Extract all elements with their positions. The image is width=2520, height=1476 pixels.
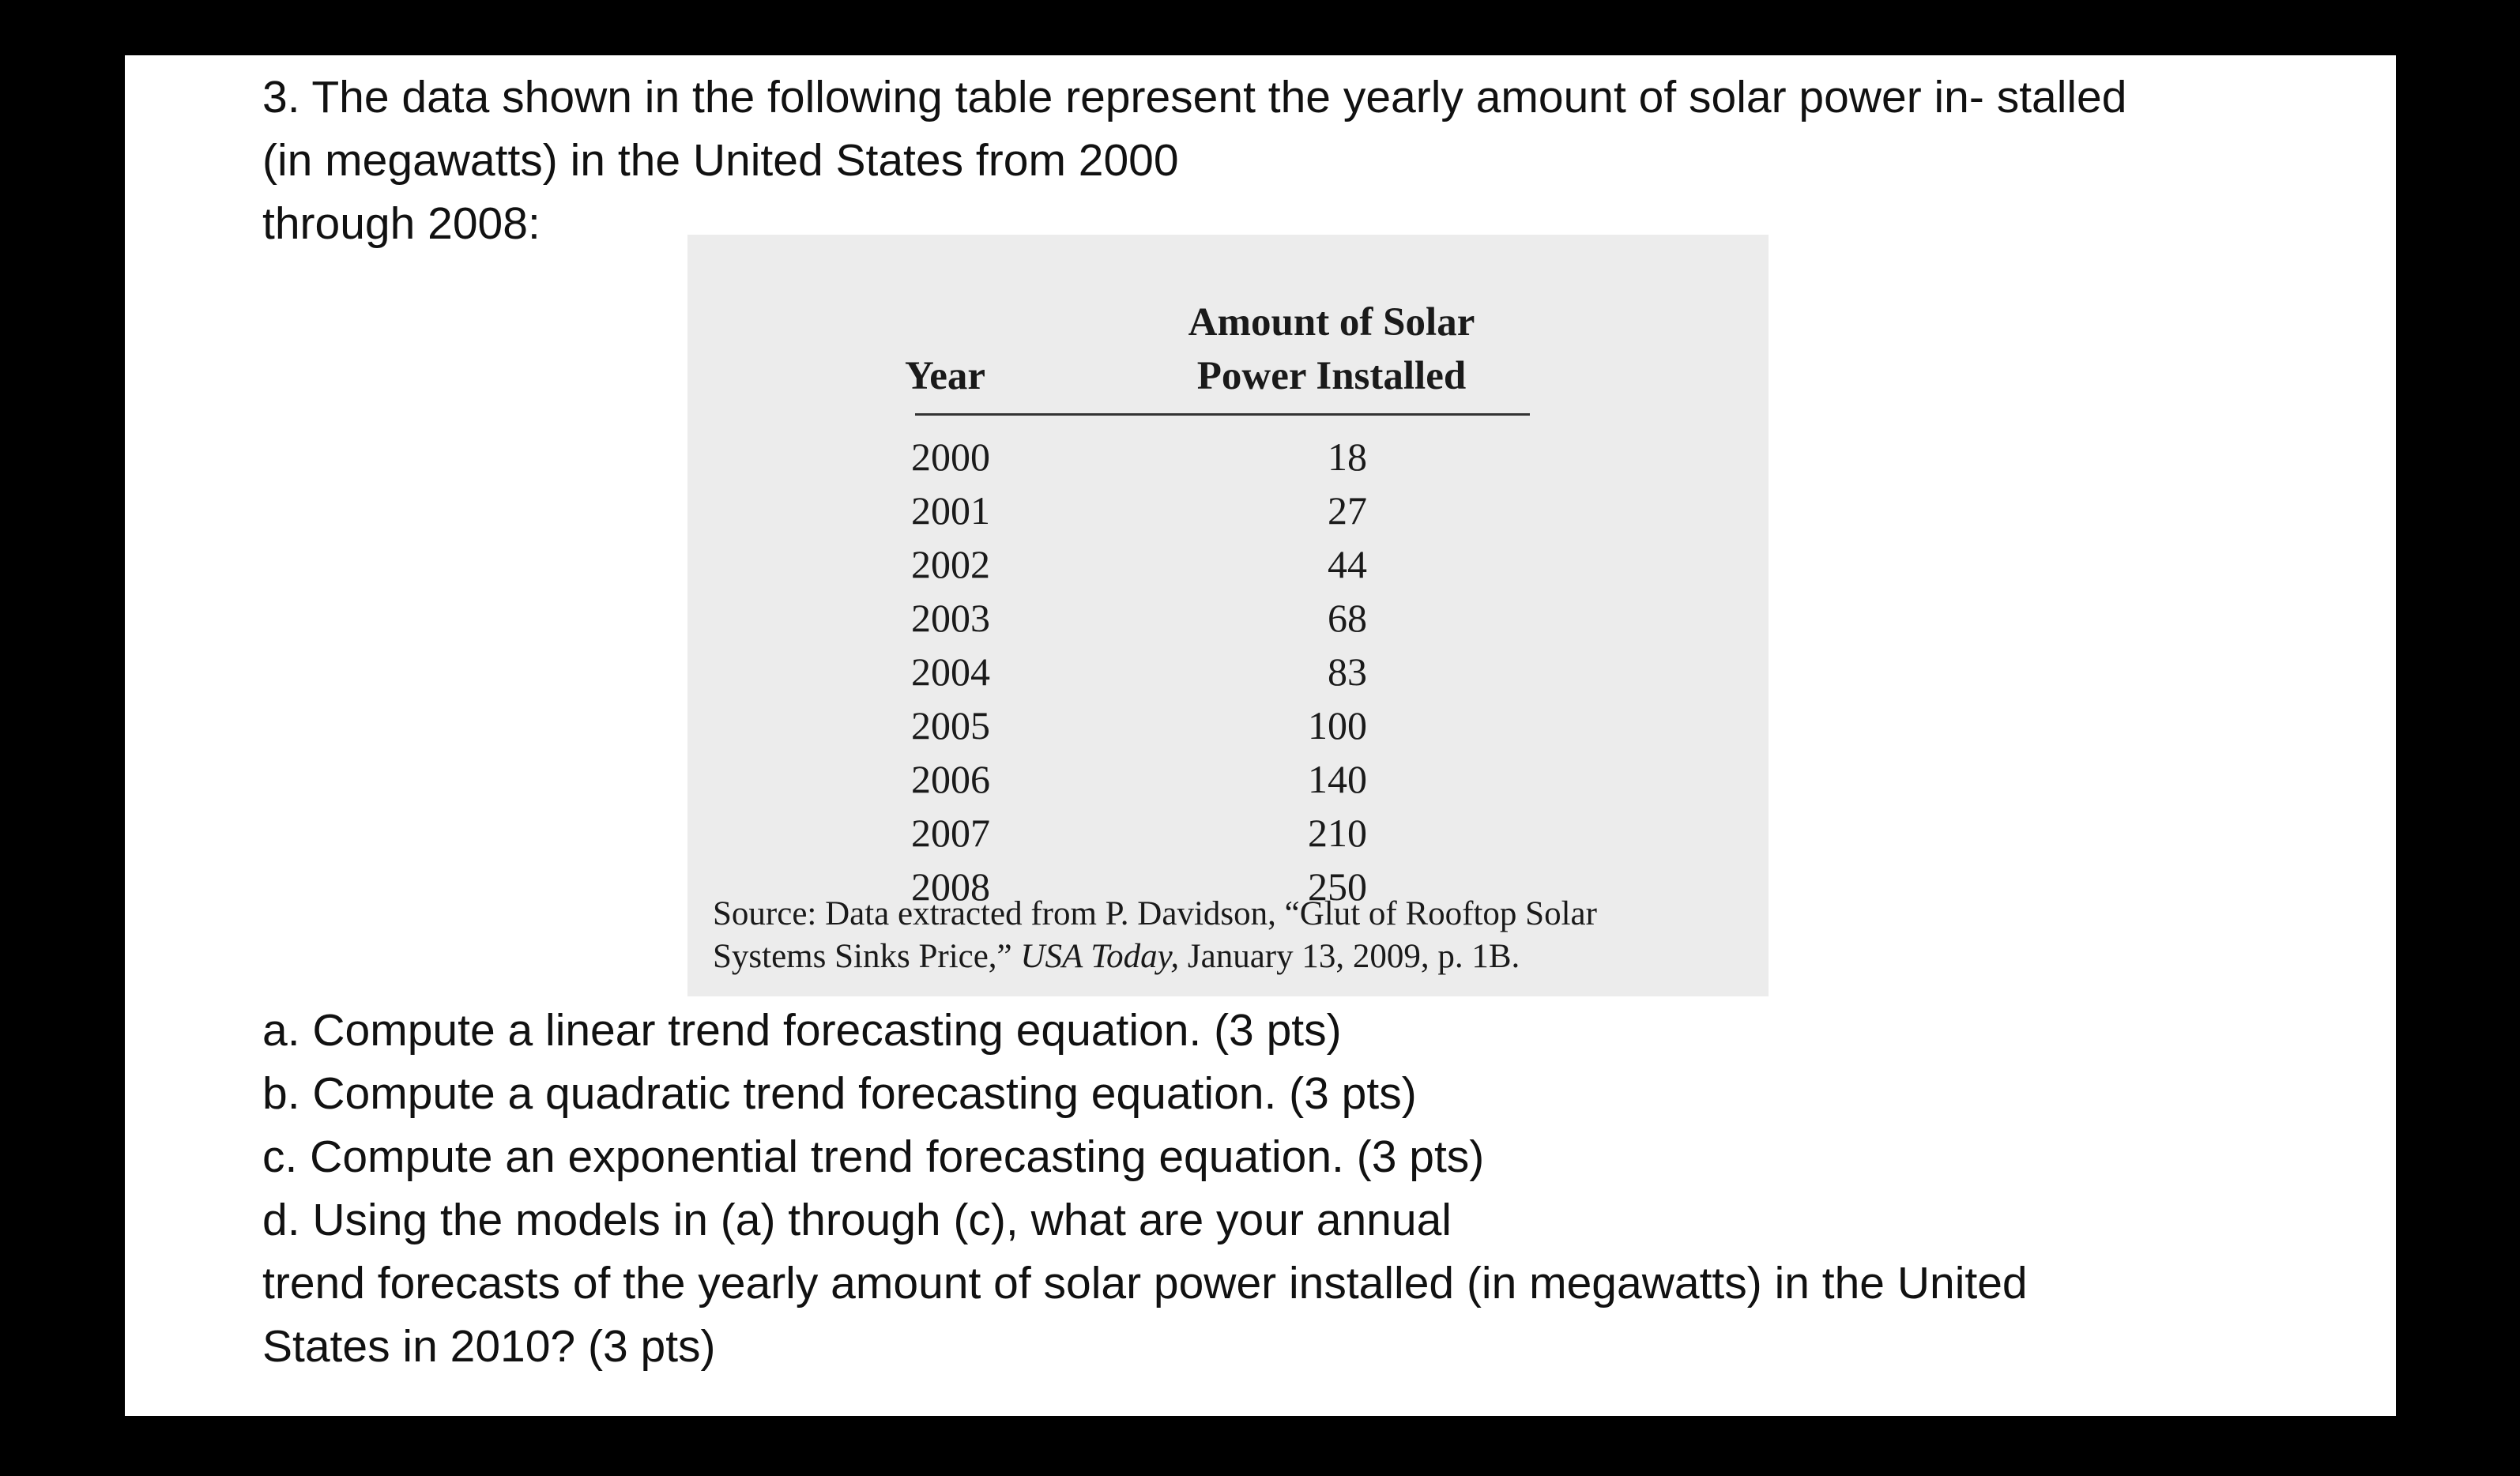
question-d-line-2: trend forecasts of the yearly amount of …	[262, 1258, 2028, 1308]
question-b: b. Compute a quadratic trend forecasting…	[262, 1068, 1417, 1119]
amount-cell: 210	[1308, 811, 1367, 855]
intro-line-2: (in megawatts) in the United States from…	[262, 135, 1179, 186]
table-row: 2002 44	[687, 537, 1769, 591]
table-body: 2000 18 2001 27 2002 44 2003 68 2004 83 …	[687, 430, 1769, 913]
amount-cell: 140	[1308, 757, 1367, 801]
intro-line-3: through 2008:	[262, 198, 541, 249]
amount-cell: 44	[1328, 542, 1367, 586]
amount-cell: 68	[1328, 596, 1367, 640]
year-cell: 2003	[911, 596, 990, 640]
source-line-2-prefix: Systems Sinks Price,”	[713, 938, 1021, 975]
source-publication: USA Today,	[1020, 938, 1180, 975]
amount-cell: 18	[1328, 435, 1367, 479]
source-line-2-suffix: January 13, 2009, p. 1B.	[1179, 938, 1520, 975]
table-row: 2006 140	[687, 752, 1769, 806]
question-a: a. Compute a linear trend forecasting eq…	[262, 1005, 1342, 1056]
table-row: 2004 83	[687, 645, 1769, 698]
year-cell: 2001	[911, 488, 990, 533]
year-cell: 2000	[911, 435, 990, 479]
intro-line-1: 3. The data shown in the following table…	[262, 72, 2127, 122]
year-cell: 2004	[911, 650, 990, 694]
year-cell: 2008	[911, 864, 990, 909]
amount-header-line-1: Amount of Solar	[1188, 300, 1475, 345]
amount-cell: 27	[1328, 488, 1367, 533]
table-row: 2005 100	[687, 698, 1769, 752]
amount-cell: 83	[1328, 650, 1367, 694]
year-cell: 2005	[911, 703, 990, 747]
year-column-header: Year	[905, 354, 985, 398]
question-d-line-3: States in 2010? (3 pts)	[262, 1321, 716, 1372]
header-rule	[915, 413, 1530, 416]
table-row: 2008 250	[687, 860, 1769, 913]
table-row: 2001 27	[687, 484, 1769, 537]
table-row: 2003 68	[687, 591, 1769, 645]
table-row: 2007 210	[687, 806, 1769, 860]
amount-cell: 100	[1308, 703, 1367, 747]
amount-column-header: Amount of Solar Power Installed	[1160, 296, 1503, 403]
document-page: 3. The data shown in the following table…	[125, 55, 2396, 1416]
amount-header-line-2: Power Installed	[1196, 354, 1467, 398]
source-line-1: Source: Data extracted from P. Davidson,…	[713, 895, 1597, 932]
amount-cell: 250	[1308, 864, 1367, 909]
source-line-2: Systems Sinks Price,” USA Today, January…	[713, 936, 1597, 978]
solar-power-table: Year Amount of Solar Power Installed 200…	[687, 235, 1769, 996]
year-cell: 2002	[911, 542, 990, 586]
table-row: 2000 18	[687, 430, 1769, 484]
problem-questions: a. Compute a linear trend forecasting eq…	[262, 999, 2028, 1378]
question-d-line-1: d. Using the models in (a) through (c), …	[262, 1195, 1452, 1245]
year-cell: 2006	[911, 757, 990, 801]
year-cell: 2007	[911, 811, 990, 855]
problem-intro: 3. The data shown in the following table…	[262, 66, 2126, 255]
question-c: c. Compute an exponential trend forecast…	[262, 1131, 1485, 1182]
table-source-note: Source: Data extracted from P. Davidson,…	[713, 893, 1597, 978]
